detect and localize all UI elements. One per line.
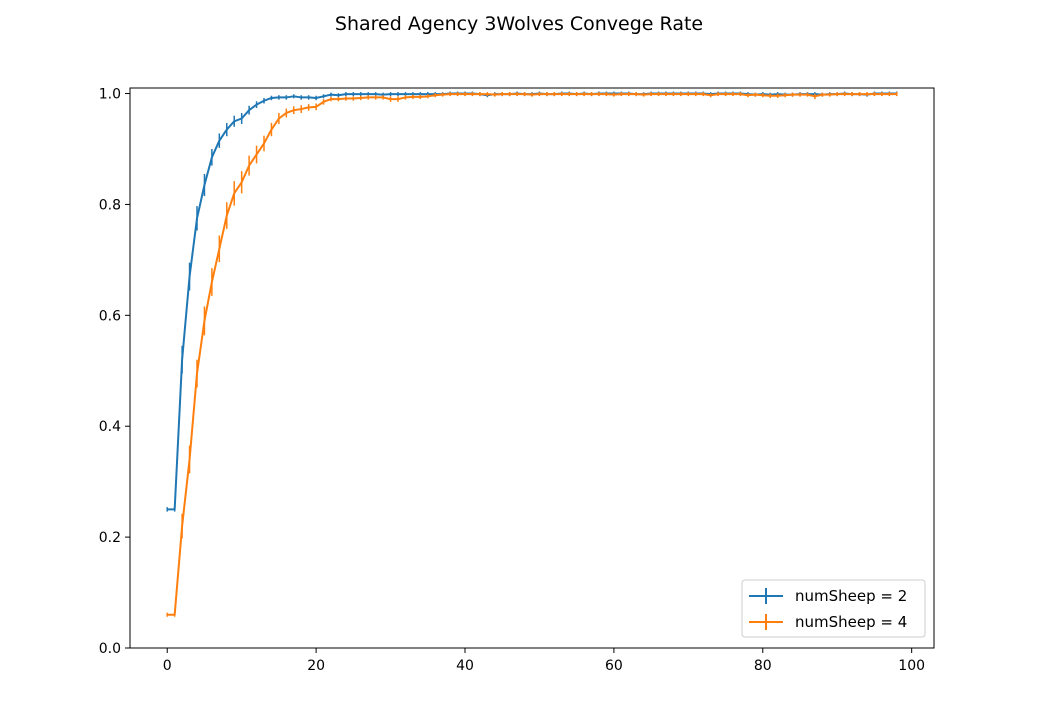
x-tick-label: 60: [605, 658, 623, 674]
x-tick-label: 80: [754, 658, 772, 674]
chart-title: Shared Agency 3Wolves Convege Rate: [335, 13, 703, 35]
legend: numSheep = 2 numSheep = 4: [741, 579, 926, 638]
series-layer: [166, 91, 898, 617]
legend-item-2: numSheep = 4: [749, 613, 907, 631]
x-tick-label: 0: [163, 658, 172, 674]
legend-item-1: numSheep = 2: [749, 587, 907, 605]
x-axis: 0 20 40 60 80 100: [163, 648, 925, 674]
legend-label-1: numSheep = 2: [795, 587, 907, 605]
y-tick-label: 0.8: [99, 197, 121, 213]
series-line: [167, 93, 897, 616]
plot-area: [129, 87, 935, 649]
legend-label-2: numSheep = 4: [795, 613, 907, 631]
series-2: [166, 92, 898, 617]
y-tick-label: 0.0: [99, 641, 121, 657]
x-tick-label: 40: [456, 658, 474, 674]
y-tick-label: 0.4: [99, 419, 121, 435]
x-tick-label: 20: [307, 658, 325, 674]
x-tick-label: 100: [898, 658, 925, 674]
y-tick-label: 0.2: [99, 530, 121, 546]
y-axis: 0.0 0.2 0.4 0.6 0.8 1.0: [99, 87, 130, 657]
y-tick-label: 1.0: [99, 87, 121, 103]
legend-box: [741, 579, 926, 638]
y-tick-label: 0.6: [99, 308, 121, 324]
series-line: [167, 92, 897, 511]
series-1: [166, 91, 898, 512]
